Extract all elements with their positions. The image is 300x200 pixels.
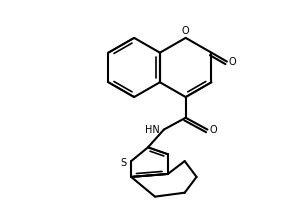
Text: O: O [182,26,190,36]
Text: S: S [120,158,126,168]
Text: O: O [229,57,236,67]
Text: O: O [209,125,217,135]
Text: HN: HN [145,125,159,135]
